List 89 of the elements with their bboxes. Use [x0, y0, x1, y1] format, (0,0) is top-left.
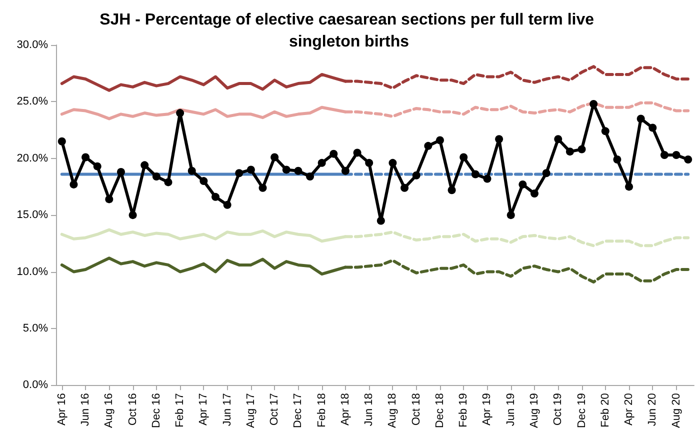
y-tick-label: 20.0% [16, 152, 48, 164]
y-tick-label: 25.0% [16, 96, 48, 108]
point [648, 124, 657, 132]
point [282, 166, 290, 174]
point [542, 169, 550, 178]
x-tick-label: Jun 20 [646, 393, 659, 426]
x-tick-label: Feb 18 [316, 393, 328, 428]
point [566, 148, 574, 156]
point [341, 166, 350, 175]
point [235, 169, 244, 178]
point [152, 172, 160, 181]
point [495, 135, 504, 144]
x-tick-label: Aug 20 [670, 393, 682, 428]
point [518, 180, 527, 188]
x-tick-label: Dec 19 [576, 393, 588, 428]
x-tick-label: Jun 16 [80, 393, 92, 426]
point [471, 170, 480, 178]
y-tick-label: 15.0% [16, 209, 48, 222]
x-tick-label: Apr 16 [56, 393, 68, 426]
point [294, 166, 302, 175]
point [424, 142, 432, 150]
point [554, 135, 562, 144]
point [590, 100, 598, 108]
x-tick-label: Jun 17 [221, 393, 234, 426]
chart-title: SJH - Percentage of elective caesarean sections per full term live singleton births [100, 12, 598, 50]
point [82, 153, 90, 162]
point [636, 114, 645, 123]
point [246, 166, 255, 174]
point [625, 182, 634, 191]
point [400, 184, 409, 192]
point [93, 162, 102, 170]
x-tick-label: Apr 18 [339, 393, 352, 426]
x-tick-label: Apr 19 [481, 393, 494, 426]
x-tick-label: Oct 17 [268, 393, 281, 426]
y-tick-label: 10.0% [16, 266, 48, 278]
point [164, 178, 172, 186]
point [258, 184, 267, 192]
point [578, 145, 586, 154]
point [530, 190, 538, 198]
x-tick-label: Aug 17 [244, 393, 257, 428]
x-tick-label: Feb 17 [174, 393, 186, 428]
point [506, 211, 515, 220]
x-tick-label: Aug 16 [103, 393, 116, 428]
y-tick-label: 0.0% [22, 379, 48, 392]
x-tick-label: Jun 18 [363, 393, 376, 426]
point [388, 158, 397, 167]
point [448, 186, 456, 194]
point [672, 150, 680, 159]
point [212, 192, 220, 201]
x-tick-label: Feb 19 [458, 393, 470, 428]
point [613, 156, 622, 164]
x-tick-label: Aug 18 [386, 393, 399, 428]
x-tick-label: Jun 19 [504, 393, 517, 426]
point [365, 158, 374, 167]
point [188, 166, 196, 175]
y-tick-label: 30.0% [16, 39, 48, 51]
point [70, 180, 78, 188]
point [601, 127, 610, 136]
point [176, 109, 184, 118]
x-tick-label: Apr 20 [623, 393, 636, 426]
point [306, 172, 314, 181]
point [105, 195, 114, 204]
x-tick-label: Oct 19 [552, 393, 564, 426]
point [483, 174, 492, 183]
x-tick-label: Oct 18 [410, 393, 422, 426]
point [116, 168, 125, 176]
point [353, 148, 362, 157]
x-tick-label: Dec 18 [434, 393, 446, 428]
point [58, 137, 66, 146]
point [223, 200, 232, 209]
x-tick-label: Apr 17 [198, 393, 210, 426]
y-tick-label: 5.0% [22, 322, 48, 334]
point [684, 156, 692, 164]
point [376, 216, 385, 225]
point [330, 150, 338, 158]
x-tick-label: Feb 20 [599, 393, 612, 428]
x-tick-label: Oct 16 [126, 393, 139, 426]
point [200, 177, 208, 186]
x-tick-label: Dec 16 [150, 393, 162, 428]
point [412, 171, 420, 180]
x-tick-label: Aug 19 [528, 393, 540, 428]
point [660, 150, 668, 159]
point [270, 153, 279, 162]
x-tick-label: Dec 17 [292, 393, 304, 428]
point [140, 161, 149, 170]
point [460, 153, 468, 162]
point [436, 136, 444, 144]
point [128, 211, 137, 220]
point [318, 158, 326, 167]
